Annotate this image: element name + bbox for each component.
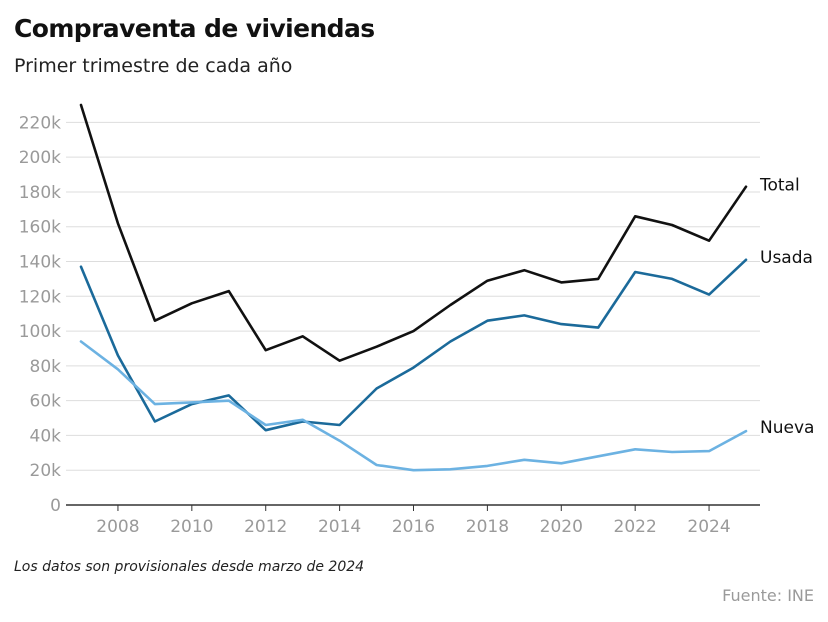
x-tick-label: 2018 (466, 517, 509, 537)
provisional-data-note: Los datos son provisionales desde marzo … (14, 559, 365, 575)
y-tick-label: 140k (19, 253, 61, 273)
x-tick-label: 2020 (540, 517, 583, 537)
y-tick-label: 0 (50, 496, 61, 516)
y-tick-label: 40k (30, 426, 62, 446)
x-tick-label: 2016 (392, 517, 435, 537)
series-line-usada (79, 258, 748, 432)
series-label-nueva: Nueva (760, 418, 814, 438)
x-tick-label: 2010 (170, 517, 213, 537)
x-tick-label: 2014 (318, 517, 361, 537)
series-line-total (79, 103, 748, 363)
y-tick-label: 120k (19, 287, 61, 307)
x-tick-label: 2008 (96, 517, 139, 537)
source-credit: Fuente: INE (722, 586, 814, 605)
x-tick-label: 2024 (687, 517, 730, 537)
y-tick-label: 100k (19, 322, 61, 342)
y-tick-label: 180k (19, 183, 61, 203)
x-tick-label: 2012 (244, 517, 287, 537)
y-tick-label: 200k (19, 148, 61, 168)
series-line-nueva (79, 340, 748, 472)
y-tick-label: 160k (19, 218, 61, 238)
x-tick-label: 2022 (614, 517, 657, 537)
y-tick-label: 220k (19, 113, 61, 133)
y-tick-label: 20k (30, 461, 62, 481)
series-label-total: Total (759, 176, 800, 196)
series-label-usada: Usada (760, 248, 813, 268)
y-tick-label: 60k (30, 392, 62, 412)
y-tick-label: 80k (30, 357, 62, 377)
chart-title: Compraventa de viviendas (14, 14, 375, 43)
chart-subtitle: Primer trimestre de cada año (14, 55, 293, 77)
